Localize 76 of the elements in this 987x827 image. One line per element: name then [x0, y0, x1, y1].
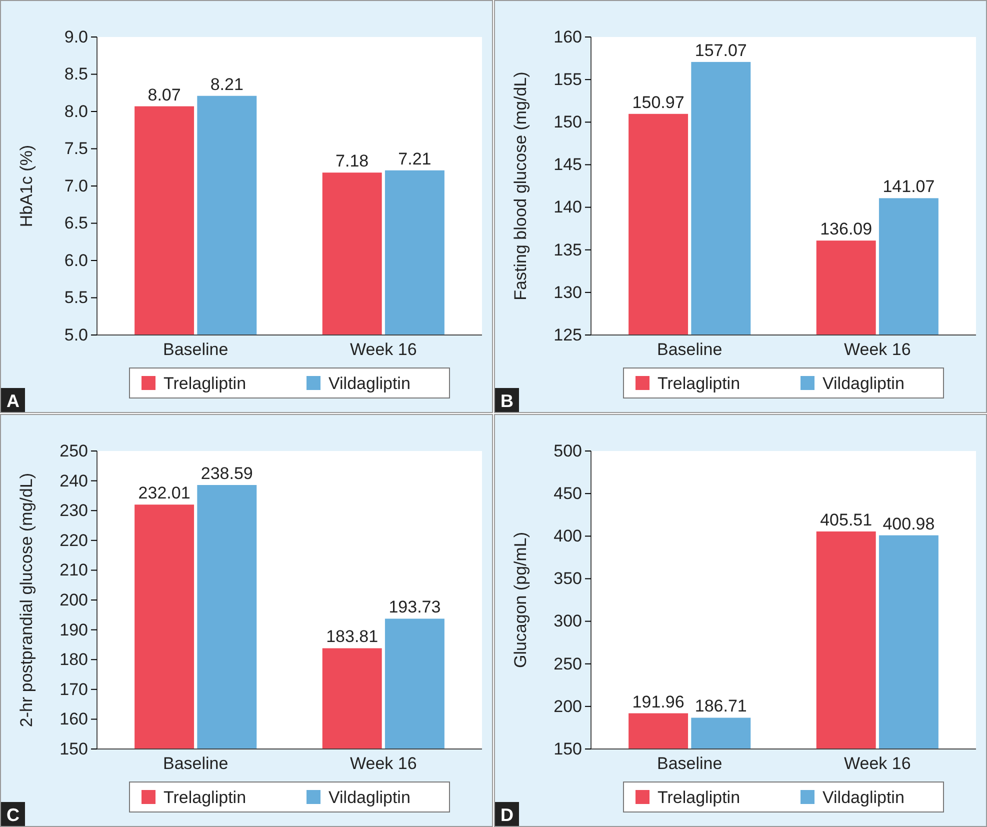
x-tick-label: Week 16 [844, 340, 911, 360]
y-tick-label: 210 [60, 560, 88, 580]
y-tick-label: 150 [554, 739, 582, 758]
y-axis-title: Glucagon (pg/mL) [511, 532, 530, 668]
y-tick-label: 5.0 [64, 325, 88, 344]
x-tick-label: Week 16 [350, 340, 417, 360]
x-tick-label: Baseline [162, 754, 228, 774]
text: B [500, 391, 514, 411]
text: A [6, 391, 20, 411]
legend-label: Vildagliptin [822, 374, 904, 393]
x-tick-label: Baseline [656, 754, 722, 774]
data-label: 141.07 [882, 177, 935, 196]
legend-label: Vildagliptin [328, 374, 410, 393]
y-tick-label: 5.5 [64, 288, 88, 308]
text: D [500, 805, 514, 825]
y-axis-title: Fasting blood glucose (mg/dL) [511, 72, 530, 300]
legend-label: Trelagliptin [658, 374, 740, 393]
y-tick-label: 250 [554, 654, 582, 674]
data-label: 150.97 [632, 92, 684, 112]
data-label: 186.71 [694, 696, 747, 716]
y-tick-label: 150 [60, 739, 88, 758]
y-tick-label: 220 [60, 530, 88, 550]
y-axis-title: 2-hr postprandial glucose (mg/dL) [17, 472, 36, 728]
data-label: 191.96 [632, 692, 684, 712]
y-tick-label: 8.0 [64, 102, 88, 121]
y-tick-label: 6.5 [64, 214, 88, 233]
y-tick-label: 200 [554, 696, 582, 716]
y-tick-label: 450 [554, 484, 582, 504]
x-tick-label: Week 16 [844, 754, 911, 774]
y-tick-label: 350 [554, 569, 582, 588]
x-tick-label: Baseline [162, 340, 228, 360]
legend-label: Vildagliptin [328, 788, 410, 807]
y-tick-label: 180 [60, 650, 88, 670]
y-tick-label: 140 [554, 198, 582, 217]
data-label: 136.09 [820, 220, 872, 239]
y-tick-label: 7.0 [64, 176, 88, 196]
y-tick-label: 160 [554, 27, 582, 46]
data-label: 157.07 [694, 40, 747, 60]
y-tick-label: 160 [60, 710, 88, 729]
legend-label: Vildagliptin [822, 788, 904, 807]
x-tick-label: Baseline [656, 340, 722, 360]
y-tick-label: 250 [60, 441, 88, 460]
y-tick-label: 150 [554, 112, 582, 132]
y-tick-label: 230 [60, 501, 88, 520]
y-tick-label: 200 [60, 590, 88, 610]
data-label: 232.01 [138, 484, 190, 503]
data-label: 8.21 [210, 74, 244, 94]
y-tick-label: 500 [554, 441, 582, 460]
y-tick-label: 7.5 [64, 139, 88, 158]
data-label: 7.21 [398, 149, 432, 168]
legend-label: Trelagliptin [164, 788, 246, 807]
y-tick-label: 170 [60, 680, 88, 699]
data-label: 238.59 [200, 464, 253, 483]
y-tick-label: 6.0 [64, 250, 88, 270]
data-label: 405.51 [820, 510, 872, 530]
data-label: 193.73 [388, 598, 441, 617]
data-label: 7.18 [336, 152, 369, 171]
text: C [6, 805, 20, 825]
y-tick-label: 135 [554, 240, 582, 260]
data-label: 183.81 [326, 627, 378, 646]
y-tick-label: 9.0 [64, 27, 88, 46]
legend-label: Trelagliptin [658, 788, 740, 807]
data-label: 400.98 [882, 514, 935, 534]
y-tick-label: 130 [554, 282, 582, 302]
y-tick-label: 240 [60, 471, 88, 490]
legend-label: Trelagliptin [164, 374, 246, 393]
y-tick-label: 125 [554, 325, 582, 344]
data-label: 8.07 [148, 85, 181, 104]
y-tick-label: 300 [554, 612, 582, 631]
y-tick-label: 145 [554, 155, 582, 174]
y-tick-label: 190 [60, 620, 88, 640]
y-tick-label: 400 [554, 526, 582, 546]
y-tick-label: 8.5 [64, 64, 88, 84]
y-axis-title: HbA1c (%) [17, 144, 36, 228]
x-tick-label: Week 16 [350, 754, 417, 774]
y-tick-label: 155 [554, 70, 582, 90]
